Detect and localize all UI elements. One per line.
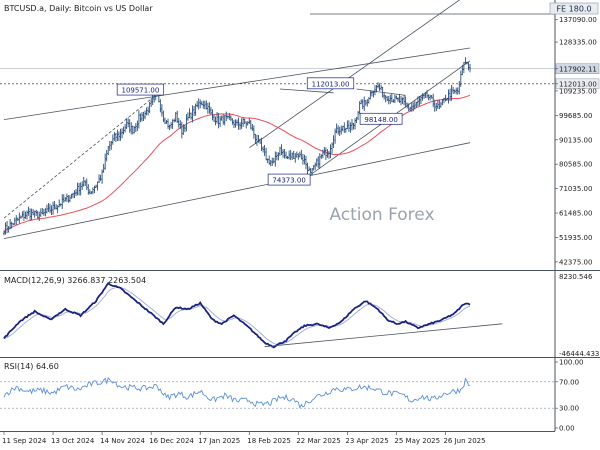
y-tick-label-117902.11: 117902.11 xyxy=(559,65,597,73)
y-tick-label-71035.00: 71035.00 xyxy=(559,185,592,193)
y-tick-label-112013.00: 112013.00 xyxy=(559,80,597,88)
macd-title: MACD(12,26,9) 3266.837 2263.504 xyxy=(4,276,146,285)
y-tick-label-61485.00: 61485.00 xyxy=(559,210,592,218)
macd-trendline xyxy=(264,323,503,348)
macd-panel-bg xyxy=(0,271,555,357)
x-tick-label-2: 14 Nov 2024 xyxy=(100,437,145,445)
x-tick-label-8: 25 May 2025 xyxy=(394,437,440,445)
y-tick-label-42375.00: 42375.00 xyxy=(559,258,592,266)
watermark-group: Action Forex xyxy=(329,205,434,225)
annotation-box-109571.00 xyxy=(116,83,165,96)
x-tick-label-4: 17 Jan 2025 xyxy=(198,437,240,445)
fe-label-text: FE 180.0 xyxy=(556,5,591,14)
x-tick-label-0: 11 Sep 2024 xyxy=(2,437,47,445)
annotation-box-74373.00 xyxy=(267,173,311,186)
price-annotations: 109571.00 112013.00 98148.00 74373.00 xyxy=(116,77,403,186)
panel-backgrounds xyxy=(0,0,555,431)
price-panel-bg xyxy=(0,0,555,270)
macd-tick-bottom: -46444.433 xyxy=(559,350,599,358)
price-bars xyxy=(2,57,472,236)
trendline-channel-lower xyxy=(3,142,471,239)
trendline-rising-upper xyxy=(249,0,461,149)
fe-label: FE 180.0 xyxy=(549,2,599,15)
y-tick-label-90135.00: 90135.00 xyxy=(559,136,592,144)
trendline-channel-upper xyxy=(3,47,471,121)
rsi-tick-label-0.00: 0.00 xyxy=(559,425,575,433)
y-axis: 137090.00 128335.00 117902.11 112013.001092… xyxy=(555,16,599,433)
panel-frame xyxy=(0,0,600,432)
y-tick-label-137090.00: 137090.00 xyxy=(559,16,597,24)
annotation-box-112013.00 xyxy=(306,77,355,90)
y-tick-label-80585.00: 80585.00 xyxy=(559,161,592,169)
rsi-line xyxy=(3,377,471,409)
x-tick-label-9: 26 Jun 2025 xyxy=(443,437,485,445)
annotation-98148.00: 98148.00 xyxy=(364,116,397,124)
rsi-panel-bg xyxy=(0,358,555,431)
annotation-109571.00: 109571.00 xyxy=(121,87,159,95)
annotation-74373.00: 74373.00 xyxy=(272,177,305,185)
rsi-tick-label-70.00: 70.00 xyxy=(559,378,579,386)
y-tick-label-109235.00: 109235.00 xyxy=(559,87,597,95)
macd-tick-top: 8230.546 xyxy=(559,273,593,281)
annotation-box-98148.00 xyxy=(359,112,403,125)
fe-label-bg xyxy=(549,2,599,15)
rsi-tick-label-100.00: 100.00 xyxy=(559,359,584,367)
rsi-tick-label-30.00: 30.00 xyxy=(559,405,579,413)
chart-title: BTCUSD.a, Daily: Bitcoin vs US Dollar xyxy=(4,4,153,13)
trendline-small-flag xyxy=(356,88,406,96)
rsi-title: RSI(14) 64.60 xyxy=(4,362,59,371)
x-axis: 11 Sep 2024 13 Oct 2024 14 Nov 2024 16 Dec … xyxy=(2,431,486,445)
x-tick-label-3: 16 Dec 2024 xyxy=(149,437,194,445)
x-tick-label-5: 18 Feb 2025 xyxy=(247,437,291,445)
y-tick-label-51935.00: 51935.00 xyxy=(559,234,592,242)
y-tick-label-128335.00: 128335.00 xyxy=(559,39,597,47)
rsi-series xyxy=(0,377,555,409)
x-tick-label-6: 22 Mar 2025 xyxy=(296,437,340,445)
macd-line xyxy=(3,282,471,349)
watermark: Action Forex xyxy=(329,205,434,225)
x-tick-label-1: 13 Oct 2024 xyxy=(51,437,95,445)
trendline-wedge-top xyxy=(279,88,334,94)
macd-series xyxy=(3,282,503,349)
trendline-dashed-support xyxy=(3,93,158,219)
y-tick-label-99685.00: 99685.00 xyxy=(559,112,592,120)
x-tick-label-7: 23 Apr 2025 xyxy=(345,437,388,445)
annotation-112013.00: 112013.00 xyxy=(312,80,350,88)
